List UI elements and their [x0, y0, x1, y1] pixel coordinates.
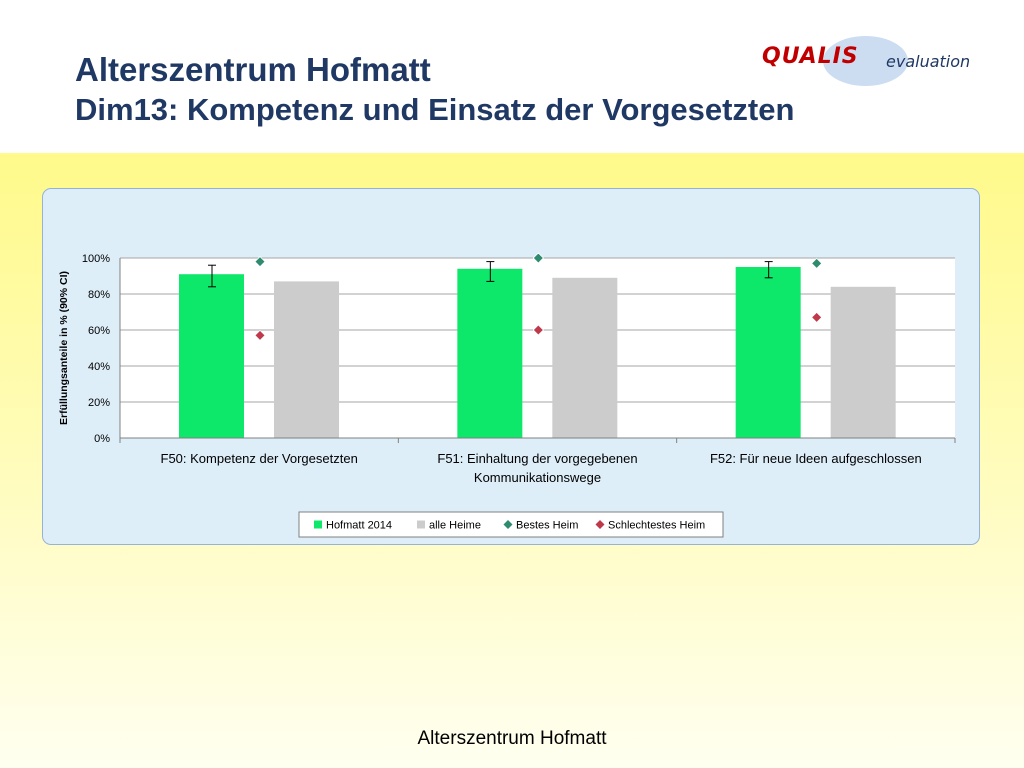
y-tick-label: 0% [94, 433, 110, 445]
marker-bestes-heim [811, 257, 823, 269]
y-tick-label: 80% [88, 289, 110, 301]
bar-alle-heime [274, 281, 339, 438]
error-bars [208, 261, 773, 288]
slide-header: Alterszentrum Hofmatt Dim13: Kompetenz u… [0, 0, 1024, 153]
logo-suffix: evaluation [886, 52, 971, 71]
x-category-label: F50: Kompetenz der Vorgesetzten [161, 451, 358, 466]
legend-item-hofmatt-2014-label: Hofmatt 2014 [326, 520, 392, 532]
marker-schlechtestes-heim [532, 324, 544, 336]
marker-bestes-heim [532, 252, 544, 264]
legend-item-bestes-heim-swatch [503, 520, 513, 529]
legend-item-alle-heime-label: alle Heime [429, 520, 481, 532]
plot-background [120, 258, 955, 438]
logo-ellipse [823, 36, 908, 86]
slide-footer: Alterszentrum Hofmatt [417, 728, 607, 749]
legend-item-schlechtestes-heim-swatch [595, 520, 605, 529]
marker-schlechtestes-heim [254, 329, 266, 341]
bar-hofmatt-2014 [179, 274, 244, 438]
legend-item-bestes-heim-label: Bestes Heim [516, 520, 578, 532]
markers [254, 252, 823, 341]
bar-hofmatt-2014 [457, 268, 523, 438]
legend-item-hofmatt-2014-swatch [314, 520, 322, 529]
marker-bestes-heim [254, 256, 266, 268]
qualis-logo: QUALIS evaluation [758, 36, 988, 88]
bar-alle-heime [830, 286, 896, 438]
bars [179, 267, 896, 438]
y-axis-label: Erfüllungsanteile in % (90% CI) [58, 271, 70, 425]
x-category-label: Kommunikationswege [474, 470, 601, 485]
legend-item-schlechtestes-heim-label: Schlechtestes Heim [608, 520, 705, 532]
legend-item-alle-heime-swatch [417, 520, 425, 529]
slide-subtitle: Dim13: Kompetenz und Einsatz der Vorgese… [75, 92, 795, 127]
legend[interactable]: Hofmatt 2014 alle Heime Bestes Heim Schlech… [298, 511, 724, 538]
slide-title: Alterszentrum Hofmatt [75, 51, 431, 88]
y-tick-label: 100% [82, 253, 110, 265]
bar-alle-heime [552, 277, 618, 438]
logo-brand: QUALIS [762, 44, 859, 69]
plot-area [120, 258, 955, 438]
y-tick-label: 20% [88, 397, 110, 409]
x-category-label: F51: Einhaltung der vorgegebenen [437, 451, 637, 466]
x-category-label: F52: Für neue Ideen aufgeschlossen [710, 451, 922, 466]
axes: 0% 20% 40% 60% 80% 100% Erfüllungsanteile in %… [58, 253, 956, 485]
y-tick-label: 60% [88, 325, 110, 337]
bar-hofmatt-2014 [735, 267, 801, 438]
y-tick-label: 40% [88, 361, 110, 373]
marker-schlechtestes-heim [811, 311, 823, 323]
